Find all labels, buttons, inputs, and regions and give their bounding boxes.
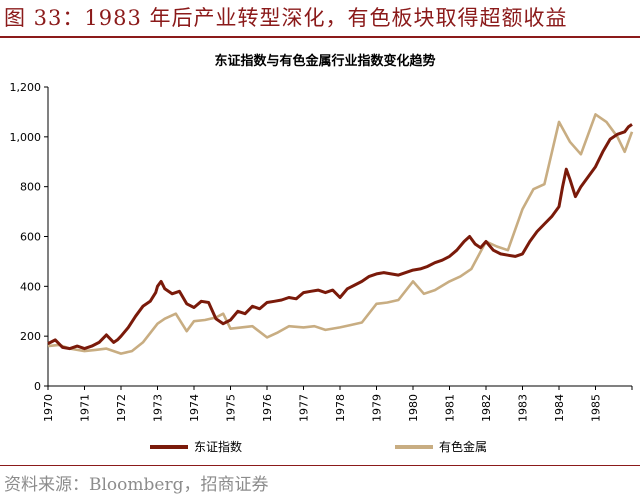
x-tick-label: 1973 xyxy=(152,394,165,422)
series-line-topix xyxy=(47,123,633,351)
source-note: 资料来源：Bloomberg，招商证券 xyxy=(4,475,269,495)
chart-lines xyxy=(47,113,634,355)
y-tick-label: 800 xyxy=(20,181,41,194)
chart-legend: 东证指数 有色金属 xyxy=(150,439,487,454)
x-tick-label: 1985 xyxy=(590,394,603,422)
x-tick-label: 1974 xyxy=(188,394,201,422)
y-tick-label: 200 xyxy=(20,330,41,343)
chart-title: 东证指数与有色金属行业指数变化趋势 xyxy=(214,53,435,69)
chart-axes: 0 200 400 600 800 1,000 1,200 1970 1971 1972 1973 1… xyxy=(10,81,633,422)
title-divider xyxy=(0,36,640,38)
x-tick-label: 1970 xyxy=(42,394,55,422)
x-tick-label: 1983 xyxy=(517,394,530,422)
y-tick-label: 1,000 xyxy=(10,131,42,144)
source-divider xyxy=(0,465,640,466)
x-tick-label: 1984 xyxy=(553,394,566,422)
y-tick-label: 600 xyxy=(20,231,41,244)
x-tick-label: 1972 xyxy=(115,394,128,422)
y-tick-label: 400 xyxy=(20,280,41,293)
x-tick-label: 1978 xyxy=(334,394,347,422)
y-tick-label: 0 xyxy=(34,380,41,393)
chart: 东证指数与有色金属行业指数变化趋势 0 200 400 600 800 1,000 1,20… xyxy=(10,53,634,454)
series-line-nonferrous xyxy=(47,113,634,355)
x-tick-label: 1982 xyxy=(480,394,493,422)
figure-title: 图 33：1983 年后产业转型深化，有色板块取得超额收益 xyxy=(4,6,568,30)
x-tick-label: 1971 xyxy=(79,394,92,422)
x-tick-label: 1975 xyxy=(225,394,238,422)
legend-label-topix: 东证指数 xyxy=(194,439,242,454)
legend-label-nonferrous: 有色金属 xyxy=(439,439,487,454)
y-tick-label: 1,200 xyxy=(10,81,42,94)
x-tick-label: 1977 xyxy=(298,394,311,422)
x-tick-label: 1980 xyxy=(407,394,420,422)
x-tick-label: 1976 xyxy=(261,394,274,422)
x-tick-label: 1979 xyxy=(371,394,384,422)
x-tick-label: 1981 xyxy=(444,394,457,422)
